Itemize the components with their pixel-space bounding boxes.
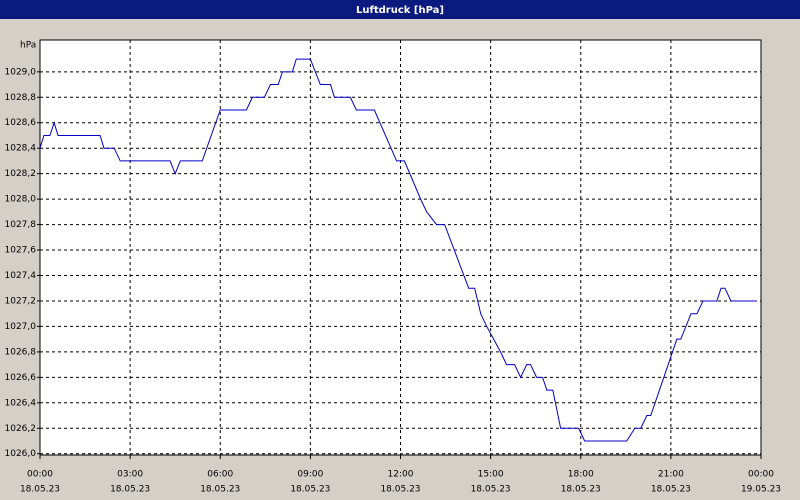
x-tick-date: 18.05.23 bbox=[20, 485, 60, 495]
x-tick-date: 18.05.23 bbox=[290, 485, 330, 495]
x-tick-label: 15:00 bbox=[478, 470, 504, 480]
x-tick-label: 21:00 bbox=[658, 470, 684, 480]
x-tick-date: 18.05.23 bbox=[110, 485, 150, 495]
chart-title: Luftdruck [hPa] bbox=[356, 5, 444, 16]
y-tick-label: 1026,8 bbox=[5, 347, 37, 357]
y-tick-label: 1027,8 bbox=[5, 220, 37, 230]
y-tick-label: 1027,4 bbox=[5, 271, 37, 281]
x-tick-label: 00:00 bbox=[27, 470, 53, 480]
x-tick-label: 18:00 bbox=[568, 470, 594, 480]
y-tick-label: 1027,6 bbox=[5, 246, 37, 256]
y-tick-label: 1027,2 bbox=[5, 296, 37, 306]
y-tick-label: 1028,6 bbox=[5, 118, 37, 128]
plot-area bbox=[39, 39, 762, 456]
y-tick-label: 1027,0 bbox=[5, 322, 37, 332]
y-tick-label: 1026,2 bbox=[5, 424, 37, 434]
x-tick-date: 18.05.23 bbox=[651, 485, 691, 495]
x-tick-date: 18.05.23 bbox=[380, 485, 420, 495]
x-tick-label: 03:00 bbox=[117, 470, 143, 480]
x-tick-label: 12:00 bbox=[388, 470, 414, 480]
y-tick-label: 1026,6 bbox=[5, 373, 37, 383]
y-tick-label: 1028,4 bbox=[5, 144, 37, 154]
y-tick-label: 1029,0 bbox=[5, 67, 37, 77]
x-tick-date: 19.05.23 bbox=[741, 485, 781, 495]
x-tick-date: 18.05.23 bbox=[471, 485, 511, 495]
y-tick-label: 1028,8 bbox=[5, 93, 37, 103]
y-tick-label: 1028,0 bbox=[5, 195, 37, 205]
x-tick-label: 00:00 bbox=[748, 470, 774, 480]
y-tick-label: 1026,4 bbox=[5, 398, 37, 408]
line-series bbox=[39, 58, 758, 442]
x-tick-date: 18.05.23 bbox=[200, 485, 240, 495]
y-axis-label: hPa bbox=[20, 41, 36, 51]
x-tick-label: 09:00 bbox=[297, 470, 323, 480]
y-tick-label: 1028,2 bbox=[5, 169, 37, 179]
title-bar bbox=[0, 0, 800, 19]
y-tick-label: 1026,0 bbox=[5, 449, 37, 459]
x-tick-date: 18.05.23 bbox=[561, 485, 601, 495]
x-tick-label: 06:00 bbox=[207, 470, 233, 480]
